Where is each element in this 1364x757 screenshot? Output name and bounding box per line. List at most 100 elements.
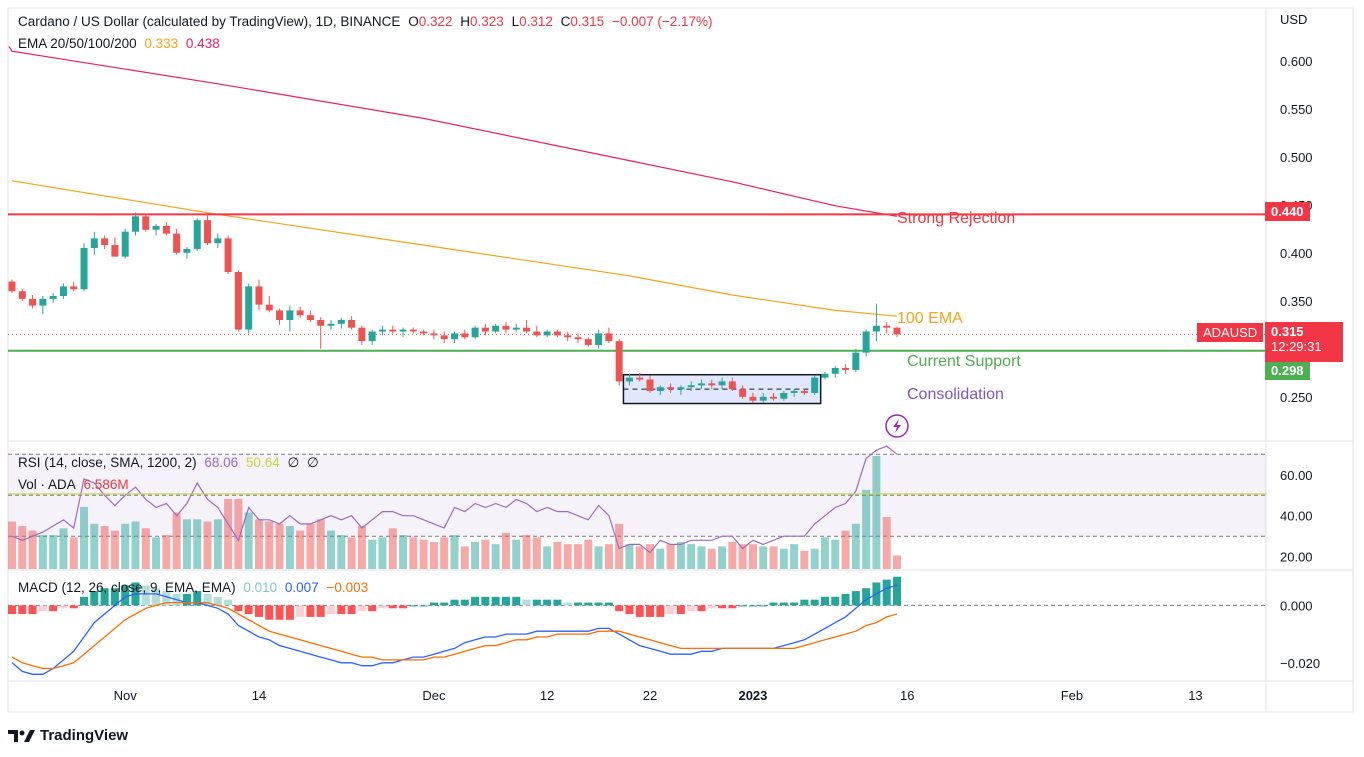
macd-histogram-bar xyxy=(728,605,737,609)
macd-histogram-bar xyxy=(357,605,366,612)
macd-histogram-bar xyxy=(69,605,78,609)
macd-histogram-bar xyxy=(491,596,500,606)
candle-body xyxy=(193,220,201,249)
volume-legend: Vol · ADA 6.586M xyxy=(18,477,133,492)
candle-body xyxy=(214,238,222,244)
volume-bar xyxy=(224,498,233,569)
volume-bar xyxy=(8,521,16,569)
candle-body xyxy=(553,331,561,336)
macd-histogram-bar xyxy=(697,605,706,612)
volume-bar xyxy=(512,539,521,569)
volume-bar xyxy=(368,539,377,569)
macd-histogram-bar xyxy=(625,605,634,615)
volume-bar xyxy=(738,544,747,569)
macd-histogram-bar xyxy=(604,602,613,606)
volume-bar xyxy=(265,521,274,569)
volume-bar xyxy=(337,535,346,569)
candle-body xyxy=(461,333,469,338)
macd-histogram-bar xyxy=(553,599,562,606)
candle-body xyxy=(183,248,191,253)
ema-value-2: 0.438 xyxy=(185,36,220,51)
macd-histogram-bar xyxy=(882,579,891,606)
tradingview-logo-icon xyxy=(8,729,35,742)
macd-histogram-bar xyxy=(110,588,119,606)
volume-bar xyxy=(69,537,78,569)
volume-bar xyxy=(697,546,706,569)
brand-footer[interactable]: TradingView xyxy=(8,727,128,744)
volume-bar xyxy=(296,530,305,569)
ema-value-1: 0.333 xyxy=(144,36,179,51)
macd-histogram-bar xyxy=(327,605,336,615)
volume-bar xyxy=(193,519,202,569)
volume-bar xyxy=(841,530,850,569)
volume-bar xyxy=(810,548,819,569)
candle-body xyxy=(18,291,26,299)
macd-histogram-bar xyxy=(234,605,243,612)
macd-histogram-bar xyxy=(800,599,809,606)
candle-body xyxy=(800,391,808,393)
close-label: C xyxy=(560,14,571,29)
candle-body xyxy=(728,381,736,390)
consolidation-label: Consolidation xyxy=(907,386,1004,403)
candle-body xyxy=(615,341,623,382)
macd-histogram-bar xyxy=(563,602,572,606)
macd-histogram-bar xyxy=(810,599,819,606)
macd-histogram-bar xyxy=(759,605,768,607)
candle-body xyxy=(358,327,366,342)
volume-bar xyxy=(656,548,665,569)
volume-bar xyxy=(347,537,356,569)
candle-body xyxy=(780,392,788,399)
time-tick-label: 14 xyxy=(252,688,266,703)
macd-histogram-bar xyxy=(481,596,490,606)
rsi-line xyxy=(11,445,898,554)
rsi-value-1: 68.06 xyxy=(204,455,239,470)
volume-bar xyxy=(543,546,552,569)
macd-histogram-bar xyxy=(851,591,860,606)
candle-body xyxy=(430,333,438,336)
volume-bar xyxy=(450,535,459,569)
candle-body xyxy=(790,391,798,393)
volume-value: 6.586M xyxy=(83,477,129,492)
macd-histogram-bar xyxy=(254,605,263,617)
macd-histogram-bar xyxy=(368,605,377,612)
candle-body xyxy=(811,377,819,393)
volume-bar xyxy=(162,535,171,569)
candle-body xyxy=(492,325,500,332)
macd-histogram-bar xyxy=(862,588,871,606)
macd-histogram-bar xyxy=(388,605,397,609)
volume-bar xyxy=(800,550,809,569)
macd-histogram-bar xyxy=(543,599,552,606)
volume-bar xyxy=(285,526,294,569)
price-tick-label: 0.500 xyxy=(1280,150,1313,165)
candle-body xyxy=(831,368,839,374)
volume-bar xyxy=(38,535,47,569)
low-label: L xyxy=(511,14,520,29)
candle-body xyxy=(265,304,273,311)
candle-body xyxy=(8,281,16,292)
volume-bar xyxy=(131,521,140,569)
volume-bar xyxy=(676,541,685,569)
macd-histogram-bar xyxy=(244,605,253,615)
candle-body xyxy=(399,329,407,332)
volume-bar xyxy=(460,546,469,569)
volume-bar xyxy=(357,526,366,569)
macd-histogram-bar xyxy=(450,599,459,606)
macd-histogram-bar xyxy=(378,605,387,609)
volume-bar xyxy=(378,537,387,569)
macd-histogram-bar xyxy=(265,605,274,620)
volume-bar xyxy=(306,523,315,569)
macd-value-1: 0.010 xyxy=(243,580,278,595)
candle-body xyxy=(687,385,695,388)
low-value: 0.312 xyxy=(519,14,553,29)
macd-histogram-bar xyxy=(399,605,408,609)
volume-bar xyxy=(481,539,490,569)
rsi-value-3: ∅ xyxy=(287,455,300,470)
candle-body xyxy=(893,327,901,335)
macd-histogram-bar xyxy=(182,593,191,606)
time-tick-label: 13 xyxy=(1188,688,1202,703)
candle-body xyxy=(646,379,654,392)
candle-body xyxy=(59,286,67,296)
rsi-tick-label: 60.00 xyxy=(1280,468,1313,483)
candle-body xyxy=(306,315,314,320)
